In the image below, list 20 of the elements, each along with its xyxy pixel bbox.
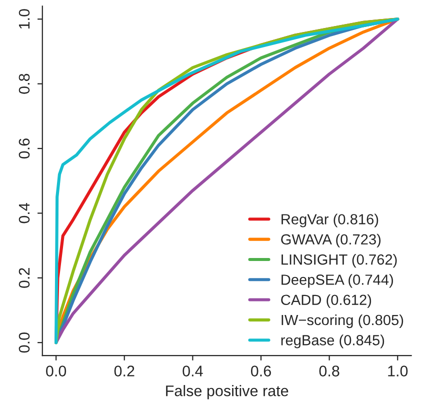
y-tick-label: 0.6 [18, 138, 30, 159]
y-tick-label: 0.8 [18, 74, 30, 94]
legend-label: IW−scoring (0.805) [282, 314, 404, 328]
x-tick-label: 0.2 [114, 366, 134, 376]
x-tick-label: 0.4 [182, 366, 203, 376]
x-axis-title: False positive rate [166, 385, 288, 400]
y-tick-label: 1.0 [18, 9, 30, 29]
y-tick-label: 0.4 [18, 203, 30, 224]
x-tick-label: 0.6 [250, 366, 271, 376]
y-tick-label: 0.0 [18, 332, 30, 353]
x-tick-label: 0.8 [319, 366, 340, 376]
legend-label: RegVar (0.816) [282, 214, 378, 228]
legend-label: LINSIGHT (0.762) [282, 254, 397, 268]
legend-label: GWAVA (0.723) [281, 234, 381, 248]
legend-label: CADD (0.612) [281, 294, 372, 308]
x-tick-label: 0.0 [46, 366, 66, 376]
y-tick-label: 0.2 [18, 268, 30, 288]
x-tick-label: 1.0 [388, 366, 408, 376]
legend-label: DeepSEA (0.744) [282, 274, 393, 288]
legend-label: regBase (0.845) [281, 334, 384, 348]
